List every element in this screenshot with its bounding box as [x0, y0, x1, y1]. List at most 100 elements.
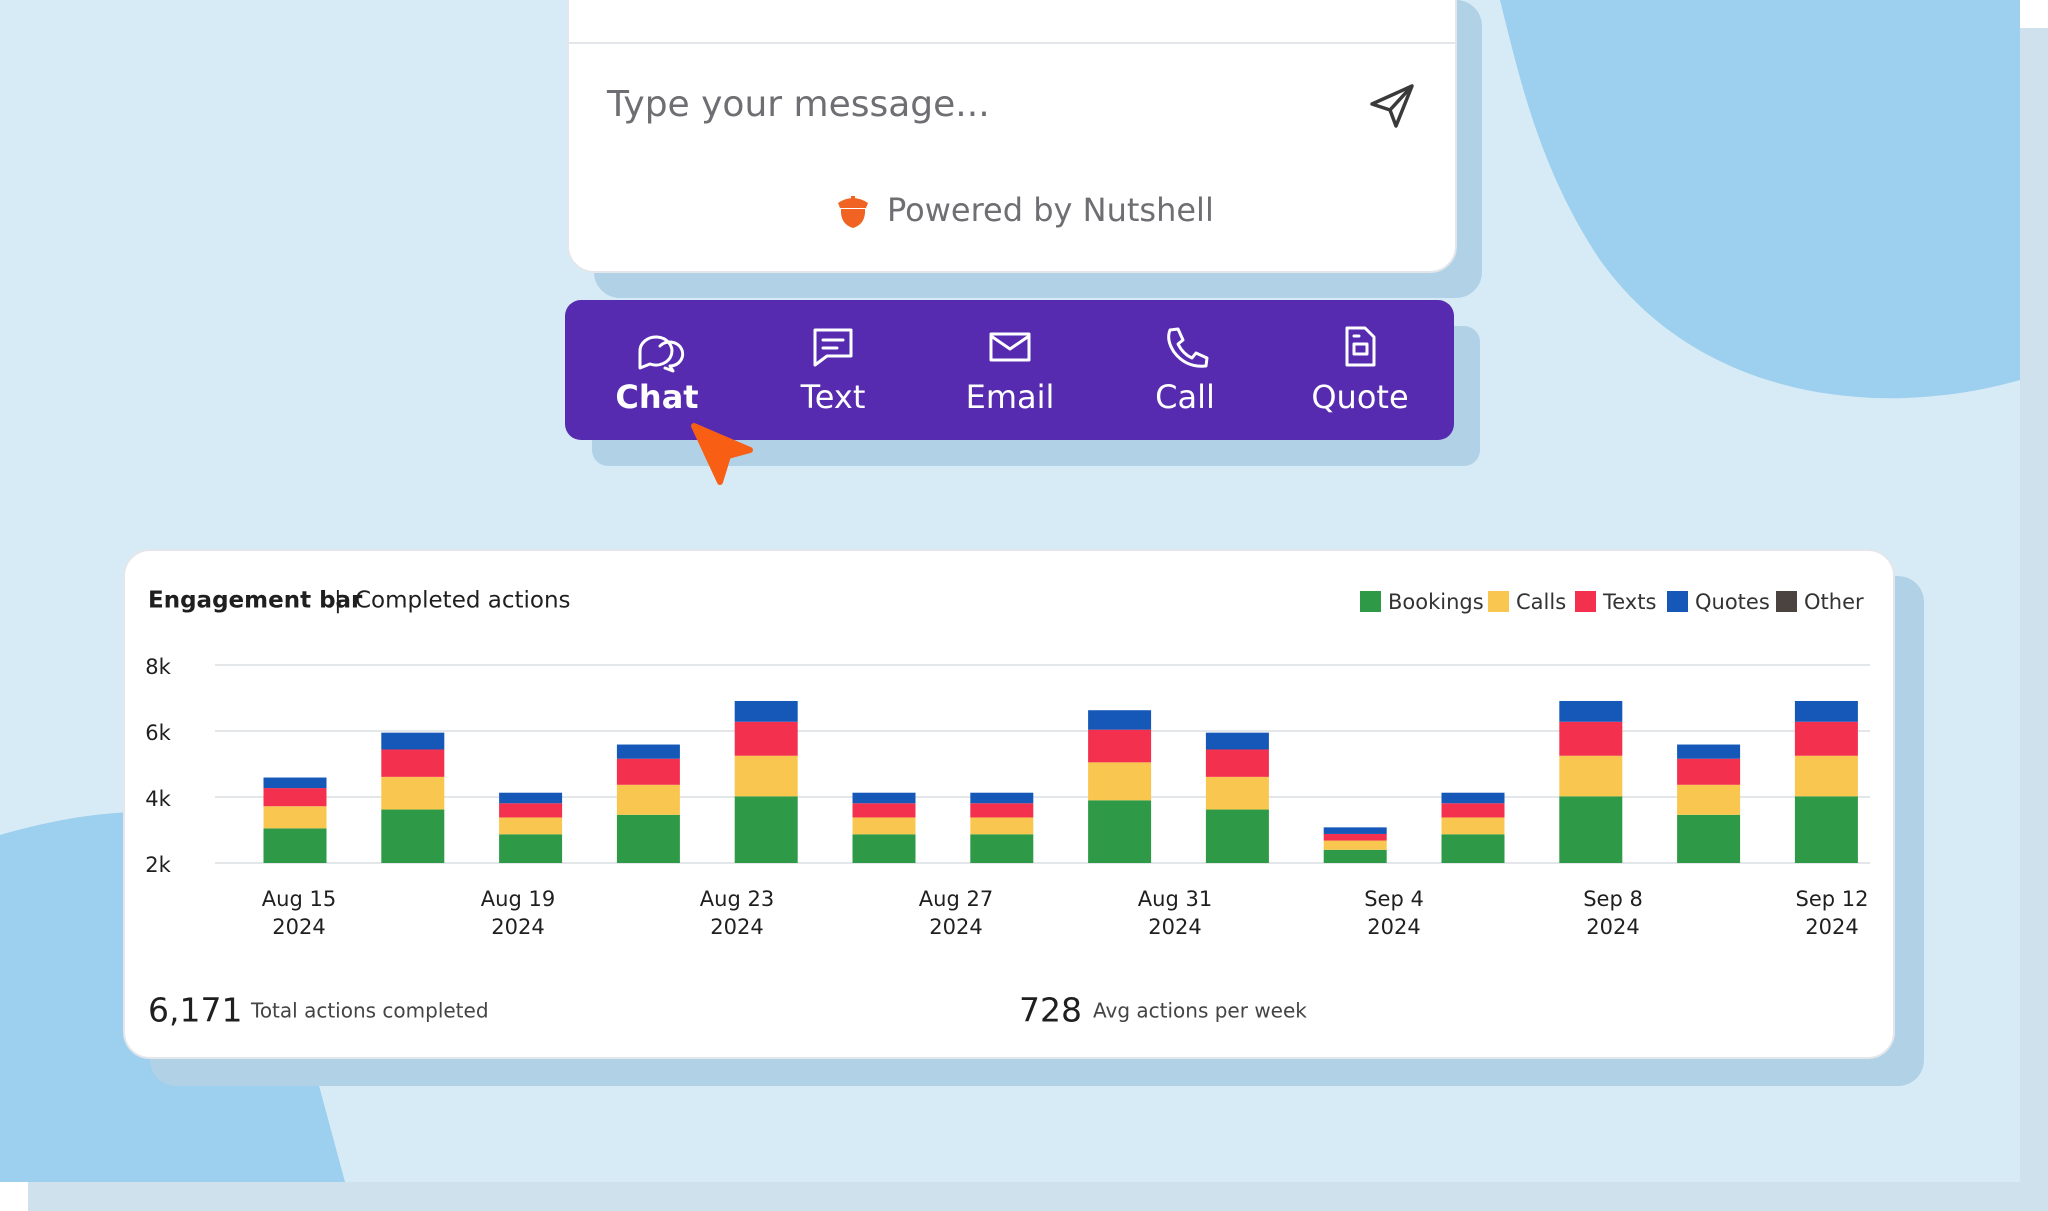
bar-segment	[1559, 755, 1623, 797]
legend-label: Bookings	[1388, 590, 1484, 614]
bar-segment	[499, 834, 563, 863]
bar-segment	[1559, 700, 1623, 722]
bar-segment	[1088, 800, 1152, 863]
bar-segment	[734, 755, 798, 797]
bar-segment	[852, 803, 916, 818]
x-tick-year: 2024	[1367, 915, 1420, 939]
chart: 2k 4k 6k 8k Aug 15 2024 Aug 19 2024 Aug 23 2024 Au…	[145, 590, 1870, 939]
tab-label[interactable]: Text	[800, 378, 866, 416]
bar-segment	[852, 834, 916, 863]
chart-subtitle: Completed actions	[355, 588, 571, 614]
chat-icon-2	[658, 340, 685, 373]
bar-segment	[616, 784, 680, 815]
bar-segment	[970, 817, 1034, 835]
bar-segment	[381, 776, 445, 810]
bar-segment	[1794, 755, 1858, 797]
bar-segment	[1677, 814, 1741, 863]
bar-segment	[734, 700, 798, 722]
bar-segment	[970, 803, 1034, 818]
bar-segment	[616, 758, 680, 785]
legend-label: Texts	[1602, 590, 1656, 614]
bar-segment	[1323, 833, 1387, 841]
bar-segment	[1088, 710, 1152, 730]
nutshell-logo	[838, 196, 868, 228]
bar-segment	[616, 744, 680, 759]
bar-segment	[263, 777, 327, 789]
cursor	[691, 423, 753, 485]
x-tick-year: 2024	[272, 915, 325, 939]
text-icon	[813, 328, 853, 367]
legend-label: Other	[1804, 590, 1864, 614]
quote-icon	[1345, 326, 1376, 367]
x-tick-date: Aug 15	[262, 887, 336, 911]
bar-segment	[1441, 817, 1505, 835]
x-tick-date: Aug 27	[919, 887, 993, 911]
bar-segment	[1205, 776, 1269, 810]
bar-segment	[263, 788, 327, 807]
bar-segment	[734, 796, 798, 863]
title-separator: |	[334, 588, 342, 614]
call-icon	[1167, 327, 1209, 368]
bar-segment	[734, 721, 798, 756]
chat-icon	[638, 335, 674, 370]
bar-segment	[1205, 749, 1269, 777]
bar-segment	[1323, 849, 1387, 863]
bar-segment	[1205, 732, 1269, 750]
bar-segment	[1559, 796, 1623, 863]
legend-swatch	[1776, 591, 1797, 612]
tab-label[interactable]: Call	[1155, 378, 1215, 416]
x-tick-date: Aug 23	[700, 887, 774, 911]
stats: 6,171 Total actions completed 728 Avg actio…	[148, 991, 1307, 1030]
x-tick-date: Sep 4	[1364, 887, 1424, 911]
x-tick-date: Aug 31	[1138, 887, 1212, 911]
chat-widget	[567, 0, 1457, 273]
tab-bar	[565, 300, 1454, 440]
tabs: Chat Text Email Call Quote	[615, 378, 1408, 416]
stat-label: Avg actions per week	[1093, 999, 1307, 1023]
y-tick-label: 8k	[145, 655, 171, 679]
email-icon	[989, 332, 1031, 362]
bar-segment	[852, 792, 916, 804]
bar-segment	[381, 809, 445, 863]
x-tick-year: 2024	[929, 915, 982, 939]
bar-segment	[1677, 744, 1741, 759]
message-input[interactable]: Type your message...	[606, 84, 990, 125]
send-button[interactable]	[1370, 84, 1414, 128]
legend-label: Calls	[1516, 590, 1566, 614]
chart-title: Engagement bar	[148, 588, 363, 614]
x-tick-date: Aug 19	[481, 887, 555, 911]
bar-segment	[263, 828, 327, 863]
legend-swatch	[1575, 591, 1596, 612]
tab-label[interactable]: Email	[966, 378, 1055, 416]
bar-segment	[1088, 729, 1152, 763]
legend-swatch	[1360, 591, 1381, 612]
y-tick-label: 2k	[145, 853, 171, 877]
blob-top-right	[1500, 0, 2020, 399]
y-tick-label: 6k	[145, 721, 171, 745]
bar-segment	[1088, 762, 1152, 801]
x-tick-year: 2024	[1148, 915, 1201, 939]
stat-value: 728	[1019, 991, 1082, 1030]
tab-label[interactable]: Quote	[1311, 378, 1408, 416]
stat-value: 6,171	[148, 991, 242, 1030]
legend-swatch	[1488, 591, 1509, 612]
bar-segment	[1677, 758, 1741, 785]
bar-segment	[1323, 827, 1387, 834]
stat-label: Total actions completed	[250, 999, 489, 1023]
bar-segment	[1794, 796, 1858, 863]
x-tick-year: 2024	[1586, 915, 1639, 939]
x-tick-year: 2024	[491, 915, 544, 939]
x-tick-year: 2024	[1805, 915, 1858, 939]
bar-segment	[1794, 700, 1858, 722]
bar-segment	[1323, 840, 1387, 850]
x-tick-year: 2024	[710, 915, 763, 939]
tab-label[interactable]: Chat	[615, 378, 698, 416]
bar-segment	[970, 792, 1034, 804]
tab-icons	[638, 326, 1376, 373]
legend-label: Quotes	[1695, 590, 1770, 614]
x-tick-date: Sep 8	[1583, 887, 1643, 911]
bar-segment	[263, 806, 327, 829]
bar-segment	[381, 749, 445, 777]
